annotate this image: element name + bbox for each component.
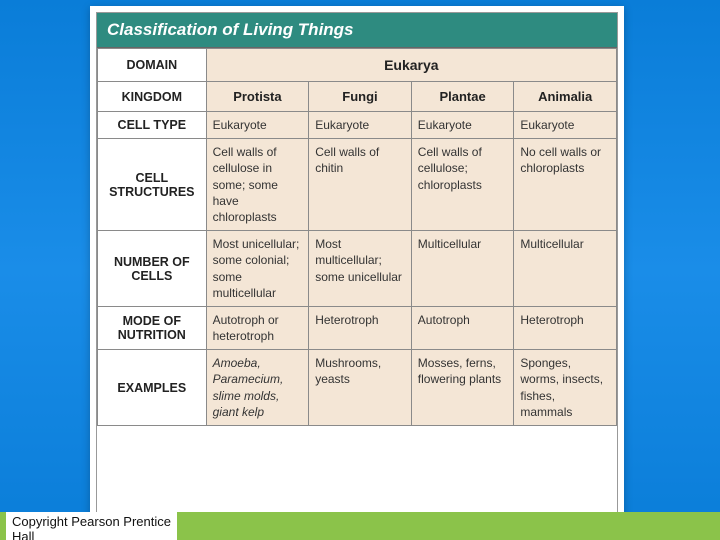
copyright-line1: Copyright Pearson Prentice — [12, 514, 171, 529]
cell-structures-animalia: No cell walls or chloroplasts — [514, 139, 617, 231]
table-title: Classification of Living Things — [97, 13, 617, 48]
cell-type-fungi: Eukaryote — [309, 112, 412, 139]
header-cell-structures: CELL STRUCTURES — [98, 139, 207, 231]
copyright-text: Copyright Pearson Prentice Hall — [6, 512, 177, 540]
header-examples: EXAMPLES — [98, 350, 207, 426]
row-kingdom: KINGDOM Protista Fungi Plantae Animalia — [98, 82, 617, 112]
examples-animalia: Sponges, worms, insects, fishes, mammals — [514, 350, 617, 426]
header-mode-of-nutrition: MODE OF NUTRITION — [98, 306, 207, 349]
kingdom-fungi: Fungi — [309, 82, 412, 112]
slide-frame: Classification of Living Things DOMAIN E… — [90, 6, 624, 516]
nutrition-protista: Autotroph or heterotroph — [206, 306, 309, 349]
cell-structures-fungi: Cell walls of chitin — [309, 139, 412, 231]
header-kingdom: KINGDOM — [98, 82, 207, 112]
row-cell-type: CELL TYPE Eukaryote Eukaryote Eukaryote … — [98, 112, 617, 139]
copyright-line2: Hall — [12, 529, 34, 540]
classification-table: DOMAIN Eukarya KINGDOM Protista Fungi Pl… — [97, 48, 617, 426]
number-cells-fungi: Most multicellular; some unicellular — [309, 231, 412, 307]
kingdom-protista: Protista — [206, 82, 309, 112]
nutrition-plantae: Autotroph — [411, 306, 514, 349]
examples-plantae: Mosses, ferns, flowering plants — [411, 350, 514, 426]
number-cells-plantae: Multicellular — [411, 231, 514, 307]
header-domain: DOMAIN — [98, 49, 207, 82]
cell-type-animalia: Eukaryote — [514, 112, 617, 139]
nutrition-animalia: Heterotroph — [514, 306, 617, 349]
examples-fungi: Mushrooms, yeasts — [309, 350, 412, 426]
kingdom-animalia: Animalia — [514, 82, 617, 112]
cell-type-protista: Eukaryote — [206, 112, 309, 139]
number-cells-animalia: Multicellular — [514, 231, 617, 307]
header-cell-type: CELL TYPE — [98, 112, 207, 139]
row-examples: EXAMPLES Amoeba, Paramecium, slime molds… — [98, 350, 617, 426]
header-number-of-cells: NUMBER OF CELLS — [98, 231, 207, 307]
row-mode-of-nutrition: MODE OF NUTRITION Autotroph or heterotro… — [98, 306, 617, 349]
cell-type-plantae: Eukaryote — [411, 112, 514, 139]
row-cell-structures: CELL STRUCTURES Cell walls of cellulose … — [98, 139, 617, 231]
cell-structures-protista: Cell walls of cellulose in some; some ha… — [206, 139, 309, 231]
cell-structures-plantae: Cell walls of cellulose; chloroplasts — [411, 139, 514, 231]
examples-protista: Amoeba, Paramecium, slime molds, giant k… — [206, 350, 309, 426]
row-number-of-cells: NUMBER OF CELLS Most unicellular; some c… — [98, 231, 617, 307]
kingdom-plantae: Plantae — [411, 82, 514, 112]
classification-table-container: Classification of Living Things DOMAIN E… — [96, 12, 618, 516]
nutrition-fungi: Heterotroph — [309, 306, 412, 349]
domain-value: Eukarya — [206, 49, 616, 82]
number-cells-protista: Most unicellular; some colonial; some mu… — [206, 231, 309, 307]
row-domain: DOMAIN Eukarya — [98, 49, 617, 82]
